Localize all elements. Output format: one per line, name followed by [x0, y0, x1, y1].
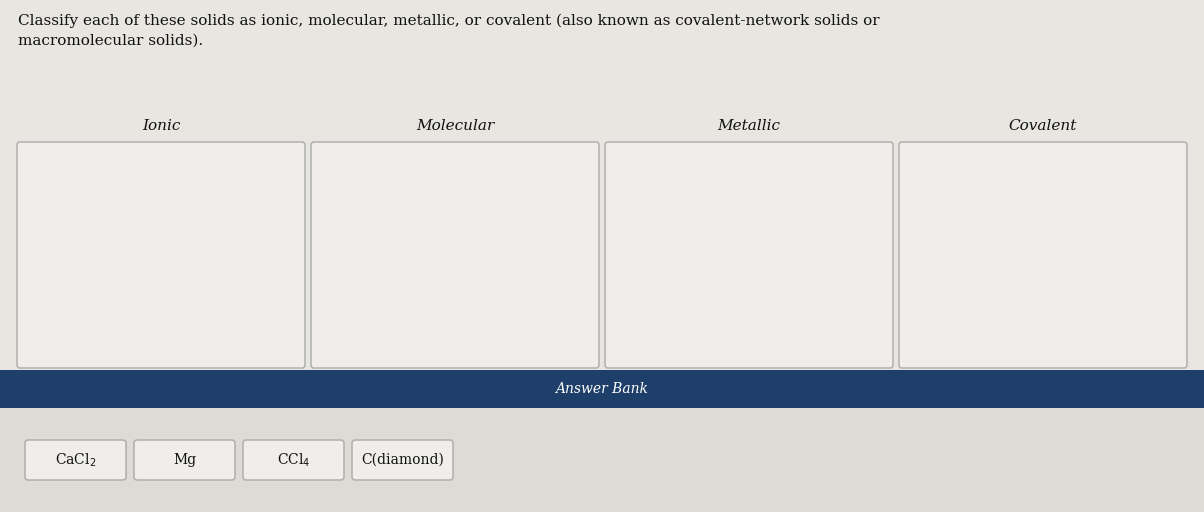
- Text: Classify each of these solids as ionic, molecular, metallic, or covalent (also k: Classify each of these solids as ionic, …: [18, 14, 880, 48]
- Text: Metallic: Metallic: [718, 119, 780, 133]
- FancyBboxPatch shape: [311, 142, 600, 368]
- FancyBboxPatch shape: [0, 408, 1204, 512]
- FancyBboxPatch shape: [243, 440, 344, 480]
- FancyBboxPatch shape: [352, 440, 453, 480]
- FancyBboxPatch shape: [17, 142, 305, 368]
- Text: CCl$_4$: CCl$_4$: [277, 451, 311, 468]
- Text: Ionic: Ionic: [142, 119, 181, 133]
- FancyBboxPatch shape: [134, 440, 235, 480]
- Text: Mg: Mg: [173, 453, 196, 467]
- FancyBboxPatch shape: [899, 142, 1187, 368]
- FancyBboxPatch shape: [0, 370, 1204, 408]
- Text: Answer Bank: Answer Bank: [555, 382, 649, 396]
- Text: Covalent: Covalent: [1009, 119, 1078, 133]
- FancyBboxPatch shape: [25, 440, 126, 480]
- Text: CaCl$_2$: CaCl$_2$: [55, 451, 96, 468]
- Text: Molecular: Molecular: [415, 119, 494, 133]
- FancyBboxPatch shape: [604, 142, 893, 368]
- Text: C(diamond): C(diamond): [361, 453, 444, 467]
